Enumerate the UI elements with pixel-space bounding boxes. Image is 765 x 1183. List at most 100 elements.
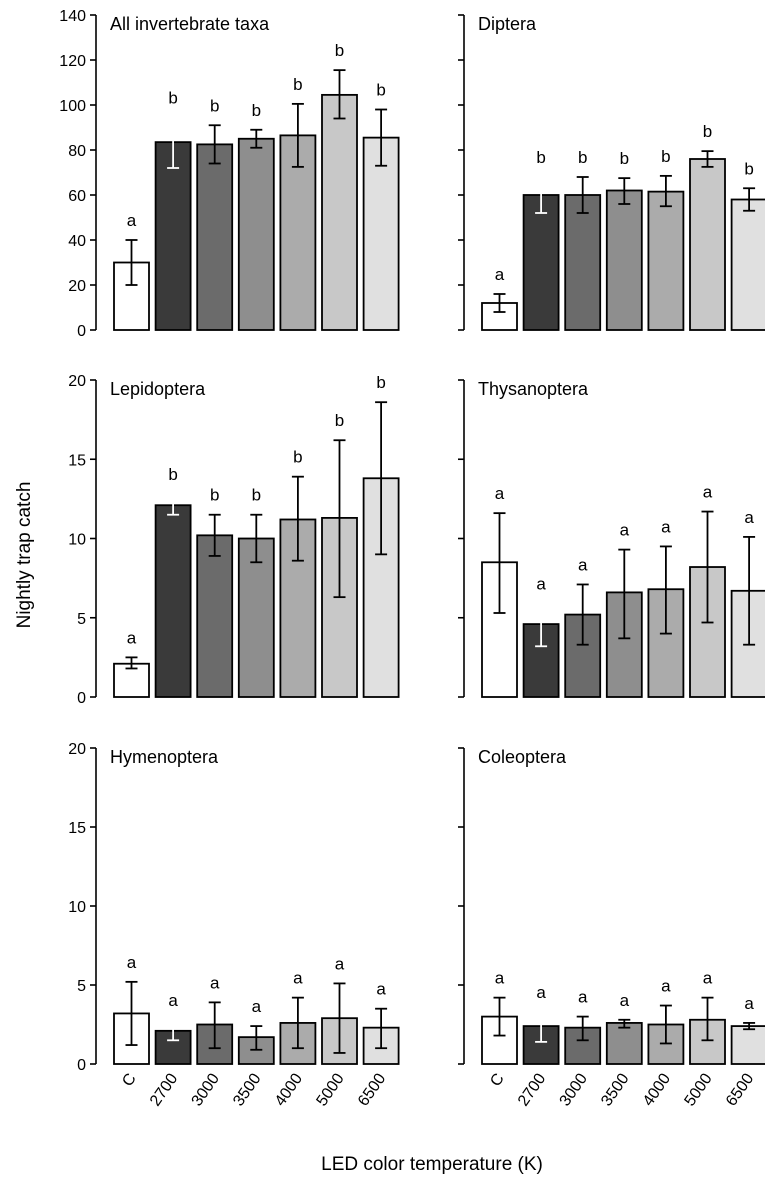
x-tick-label: 2700 [515,1070,549,1109]
significance-letter: a [661,977,671,996]
y-tick-label: 0 [77,690,86,707]
significance-letter: a [376,980,386,999]
significance-letter: b [376,373,385,392]
y-tick-label: 5 [77,611,86,628]
y-tick-label: 15 [68,452,86,469]
significance-letter: b [620,149,629,168]
x-tick-label: 3000 [557,1070,591,1109]
significance-letter: b [661,147,670,166]
significance-letter: b [252,486,261,505]
y-tick-label: 80 [68,143,86,160]
x-tick-label: 4000 [272,1070,306,1109]
significance-letter: a [744,508,754,527]
x-tick-label: 4000 [640,1070,674,1109]
significance-letter: a [536,574,546,593]
significance-letter: a [127,953,137,972]
x-axis-title: LED color temperature (K) [321,1154,543,1175]
significance-letter: b [168,88,177,107]
y-tick-label: 15 [68,820,86,837]
significance-letter: a [536,983,546,1002]
panel-title: Diptera [478,14,537,34]
y-tick-label: 40 [68,233,86,250]
significance-letter: a [578,555,588,574]
significance-letter: a [620,521,630,540]
bar [321,93,358,331]
y-tick-label: 0 [77,1057,86,1074]
panel-coleoptera: a a a a a a a Coleoptera [458,747,765,1065]
x-tick-label: 2700 [147,1070,181,1109]
panel-lepidoptera: 0 5 10 15 20 a b b b b b b Lepidoptera [68,373,400,707]
significance-letter: a [335,954,345,973]
y-tick-label: 140 [59,8,86,25]
significance-letter: b [293,448,302,467]
panel-title: Lepidoptera [110,379,206,399]
significance-letter: a [703,483,713,502]
significance-letter: a [127,211,137,230]
x-tick-label: 6500 [723,1070,757,1109]
y-tick-label: 120 [59,53,86,70]
bar [279,134,317,331]
significance-letter: b [376,81,385,100]
x-tick-labels: C 2700 3000 3500 4000 5000 6500 C 2700 3000 3500 40… [119,1070,757,1109]
y-tick-label: 10 [68,899,86,916]
bar [481,1015,518,1065]
significance-letter: b [578,148,587,167]
bar [730,1025,765,1065]
significance-letter: b [168,465,177,484]
panel-title: Coleoptera [478,747,567,767]
bar [196,143,234,331]
panel-title: All invertebrate taxa [110,14,270,34]
panel-diptera: a b b b b b b Diptera [458,14,765,331]
significance-letter: b [335,41,344,60]
significance-letter: a [495,969,505,988]
x-tick-label: 5000 [681,1070,715,1109]
panel-hymenoptera: 0 5 10 15 20 a a a a a a a Hymenoptera [68,741,400,1074]
panel-title: Thysanoptera [478,379,589,399]
y-tick-label: 20 [68,373,86,390]
significance-letter: b [536,148,545,167]
y-tick-label: 20 [68,278,86,295]
panel-thysanoptera: a a a a a a a Thysanoptera [458,379,765,698]
significance-letter: b [703,122,712,141]
significance-letter: b [210,486,219,505]
y-tick-label: 5 [77,978,86,995]
significance-letter: a [495,484,505,503]
significance-letter: a [127,628,137,647]
bar [196,534,234,698]
significance-letter: b [210,96,219,115]
x-tick-label: C [119,1071,140,1090]
x-tick-label: 3500 [230,1070,264,1109]
significance-letter: a [210,973,220,992]
panel-all-invertebrate-taxa: 0 20 40 60 80 100 120 140 a b b b b b b All invertebrat… [59,8,400,340]
significance-letter: b [293,75,302,94]
x-tick-label: 3500 [598,1070,632,1109]
bar [730,198,765,331]
significance-letter: b [335,411,344,430]
significance-letter: a [578,988,588,1007]
bar [481,302,518,331]
significance-letter: a [703,969,713,988]
bar [605,1022,643,1065]
significance-letter: a [744,994,754,1013]
y-tick-label: 100 [59,98,86,115]
bar [689,158,726,331]
x-tick-label: C [487,1071,508,1090]
significance-letter: b [252,101,261,120]
significance-letter: a [661,517,671,536]
bar [605,189,643,331]
y-axis-title: Nightly trap catch [14,482,35,629]
bar [154,141,192,331]
significance-letter: a [495,265,505,284]
significance-letter: a [293,969,303,988]
bar [564,194,602,331]
significance-letter: b [744,159,753,178]
x-tick-label: 5000 [313,1070,347,1109]
significance-letter: a [252,997,262,1016]
y-tick-label: 20 [68,741,86,758]
bar [647,190,685,331]
y-tick-label: 0 [77,323,86,340]
panel-title: Hymenoptera [110,747,219,767]
x-tick-label: 3000 [189,1070,223,1109]
